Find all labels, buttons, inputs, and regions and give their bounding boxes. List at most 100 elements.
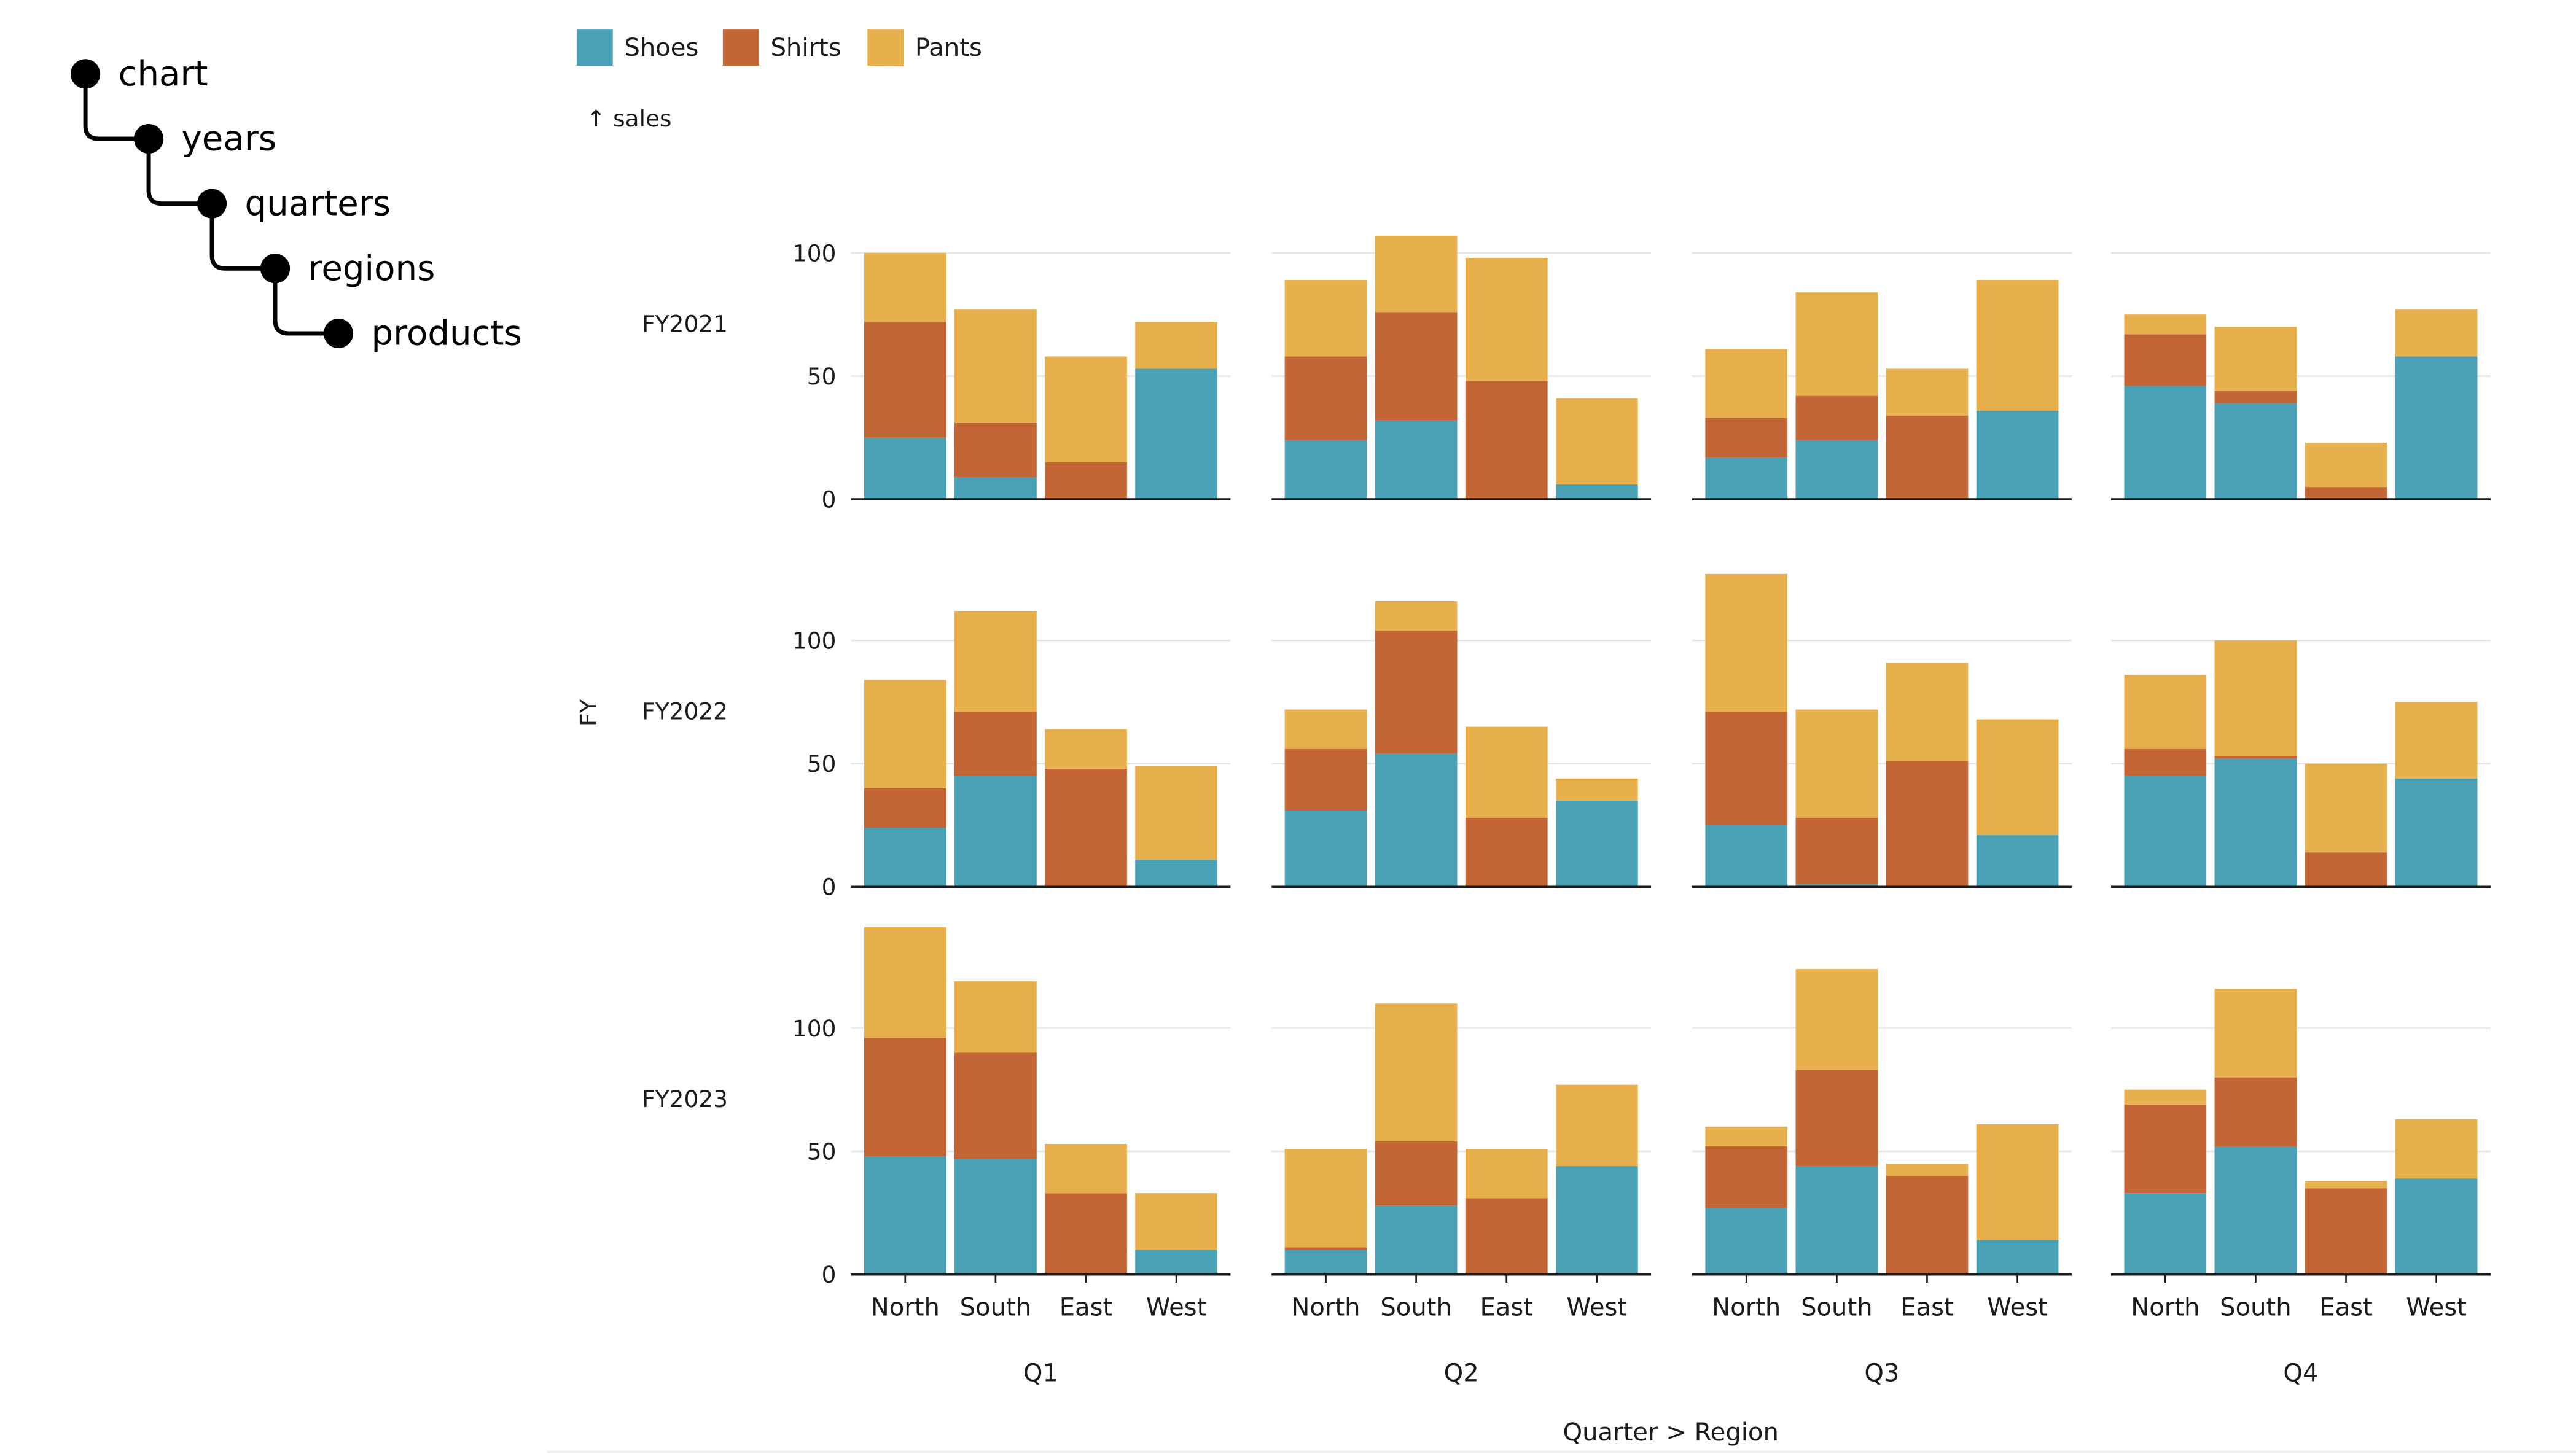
bar-fy2023-q3-north-shirts bbox=[1705, 1146, 1788, 1208]
bar-fy2023-q1-north-shirts bbox=[864, 1038, 946, 1157]
y-tick-label: 100 bbox=[792, 628, 836, 655]
bar-fy2023-q4-west-pants bbox=[2395, 1119, 2478, 1179]
bar-fy2021-q1-west-pants bbox=[1135, 322, 1217, 369]
bar-fy2021-q4-east-pants bbox=[2305, 442, 2387, 488]
bar-fy2022-q1-north-shoes bbox=[864, 828, 946, 887]
bar-fy2022-q2-east-shirts bbox=[1465, 818, 1548, 887]
bar-fy2021-q3-north-pants bbox=[1705, 349, 1788, 418]
legend-label-pants: Pants bbox=[915, 34, 982, 62]
x-tick-label-east: East bbox=[2319, 1293, 2373, 1321]
bar-fy2023-q4-east-pants bbox=[2305, 1181, 2387, 1189]
bar-fy2021-q2-north-shoes bbox=[1284, 440, 1367, 500]
bar-fy2023-q1-west-shoes bbox=[1135, 1250, 1217, 1275]
tree-connector bbox=[146, 139, 213, 206]
bar-fy2021-q3-north-shoes bbox=[1705, 457, 1788, 500]
bar-fy2023-q2-north-pants bbox=[1284, 1148, 1367, 1248]
tree-node-label: chart bbox=[119, 54, 208, 94]
bar-fy2022-q3-south-shoes bbox=[1795, 884, 1878, 887]
bar-fy2021-q4-south-shirts bbox=[2214, 391, 2297, 403]
bar-fy2022-q1-north-pants bbox=[864, 680, 946, 788]
bar-fy2023-q1-south-shoes bbox=[954, 1159, 1037, 1275]
x-tick-label-east: East bbox=[1480, 1293, 1533, 1321]
bar-fy2021-q2-north-pants bbox=[1284, 280, 1367, 357]
bar-fy2022-q3-east-shirts bbox=[1886, 761, 1969, 887]
chart-labels: ↑ sales FY Quarter > Region FY2021 FY2022 FY2… bbox=[575, 105, 2319, 1447]
hierarchy-tree: chart years quarters regions products bbox=[71, 54, 522, 354]
bar-fy2023-q3-west-pants bbox=[1976, 1124, 2059, 1240]
x-tick-label-east: East bbox=[1900, 1293, 1954, 1321]
bar-fy2021-q3-east-pants bbox=[1886, 368, 1969, 416]
bar-fy2021-q4-south-pants bbox=[2214, 327, 2297, 391]
bar-fy2021-q2-east-shirts bbox=[1465, 381, 1548, 500]
tree-node-dot bbox=[260, 254, 291, 284]
y-tick-label: 0 bbox=[822, 874, 837, 901]
tree-node-dot bbox=[323, 318, 354, 349]
bar-fy2021-q2-east-pants bbox=[1465, 257, 1548, 381]
bar-fy2021-q3-north-shirts bbox=[1705, 418, 1788, 457]
bar-fy2022-q4-south-pants bbox=[2214, 640, 2297, 756]
bar-fy2022-q3-west-shoes bbox=[1976, 835, 2059, 887]
bar-fy2022-q1-west-shoes bbox=[1135, 860, 1217, 887]
tree-node-dot bbox=[133, 123, 164, 154]
bar-fy2022-q1-south-shoes bbox=[954, 776, 1037, 887]
bar-fy2022-q3-west-pants bbox=[1976, 719, 2059, 836]
x-tick-label-south: South bbox=[1801, 1293, 1873, 1321]
bar-fy2023-q1-east-pants bbox=[1045, 1143, 1127, 1194]
bar-fy2023-q4-south-pants bbox=[2214, 989, 2297, 1078]
bar-fy2022-q4-south-shirts bbox=[2214, 756, 2297, 759]
bar-fy2021-q1-east-shirts bbox=[1045, 462, 1127, 500]
bar-fy2023-q4-west-shoes bbox=[2395, 1178, 2478, 1275]
column-label-q2: Q2 bbox=[1444, 1359, 1479, 1387]
bar-fy2022-q1-east-pants bbox=[1045, 729, 1127, 769]
bar-fy2023-q4-south-shirts bbox=[2214, 1077, 2297, 1146]
bar-fy2023-q4-north-shoes bbox=[2124, 1193, 2207, 1275]
x-tick-label-south: South bbox=[960, 1293, 1032, 1321]
bar-fy2023-q1-south-shirts bbox=[954, 1052, 1037, 1159]
x-tick-label-east: East bbox=[1060, 1293, 1113, 1321]
bar-fy2022-q2-north-shoes bbox=[1284, 810, 1367, 887]
bar-fy2023-q2-east-pants bbox=[1465, 1148, 1548, 1199]
y-tick-label: 0 bbox=[822, 486, 837, 513]
bar-fy2021-q3-south-pants bbox=[1795, 292, 1878, 396]
bar-fy2021-q1-east-pants bbox=[1045, 356, 1127, 462]
bar-fy2021-q1-west-shoes bbox=[1135, 368, 1217, 500]
tree-node-dot bbox=[71, 59, 101, 89]
bar-fy2022-q3-south-pants bbox=[1795, 709, 1878, 818]
tree-node-dot bbox=[197, 189, 227, 219]
x-tick-label-west: West bbox=[2406, 1293, 2467, 1321]
bar-fy2022-q3-east-pants bbox=[1886, 663, 1969, 761]
bar-fy2021-q2-south-shirts bbox=[1375, 312, 1458, 421]
bar-fy2021-q4-west-pants bbox=[2395, 309, 2478, 357]
x-tick-label-south: South bbox=[1380, 1293, 1452, 1321]
bar-fy2023-q3-west-shoes bbox=[1976, 1240, 2059, 1275]
bar-fy2022-q2-north-shirts bbox=[1284, 748, 1367, 811]
bar-fy2022-q3-north-shoes bbox=[1705, 825, 1788, 887]
bar-fy2021-q1-south-pants bbox=[954, 309, 1037, 423]
bar-fy2022-q1-west-pants bbox=[1135, 766, 1217, 860]
bar-fy2023-q2-west-pants bbox=[1555, 1084, 1638, 1167]
legend-label-shoes: Shoes bbox=[624, 34, 698, 62]
bar-fy2022-q2-south-shoes bbox=[1375, 753, 1458, 887]
bar-fy2023-q4-east-shirts bbox=[2305, 1188, 2387, 1275]
bar-fy2021-q3-south-shirts bbox=[1795, 395, 1878, 440]
bar-fy2022-q4-north-shoes bbox=[2124, 776, 2207, 887]
bar-fy2021-q1-north-shirts bbox=[864, 322, 946, 438]
bar-fy2021-q4-east-shirts bbox=[2305, 487, 2387, 500]
bar-fy2022-q4-west-pants bbox=[2395, 702, 2478, 779]
bar-fy2022-q2-west-shoes bbox=[1555, 800, 1638, 887]
bar-fy2023-q2-south-shoes bbox=[1375, 1205, 1458, 1275]
legend-swatch-shoes bbox=[576, 29, 613, 66]
bar-fy2022-q4-east-pants bbox=[2305, 763, 2387, 853]
legend-swatch-pants bbox=[867, 29, 904, 66]
y-tick-label: 50 bbox=[807, 1138, 837, 1165]
bar-fy2021-q2-south-pants bbox=[1375, 235, 1458, 313]
bar-fy2021-q2-south-shoes bbox=[1375, 420, 1458, 500]
bar-fy2023-q1-south-pants bbox=[954, 981, 1037, 1053]
bar-fy2021-q1-north-pants bbox=[864, 252, 946, 322]
tree-node-label: quarters bbox=[245, 184, 391, 224]
bars bbox=[864, 235, 2478, 1275]
bar-fy2023-q2-south-shirts bbox=[1375, 1141, 1458, 1206]
x-tick-label-north: North bbox=[1712, 1293, 1781, 1321]
bar-fy2022-q4-east-shirts bbox=[2305, 852, 2387, 887]
row-label-fy2021: FY2021 bbox=[642, 310, 728, 337]
